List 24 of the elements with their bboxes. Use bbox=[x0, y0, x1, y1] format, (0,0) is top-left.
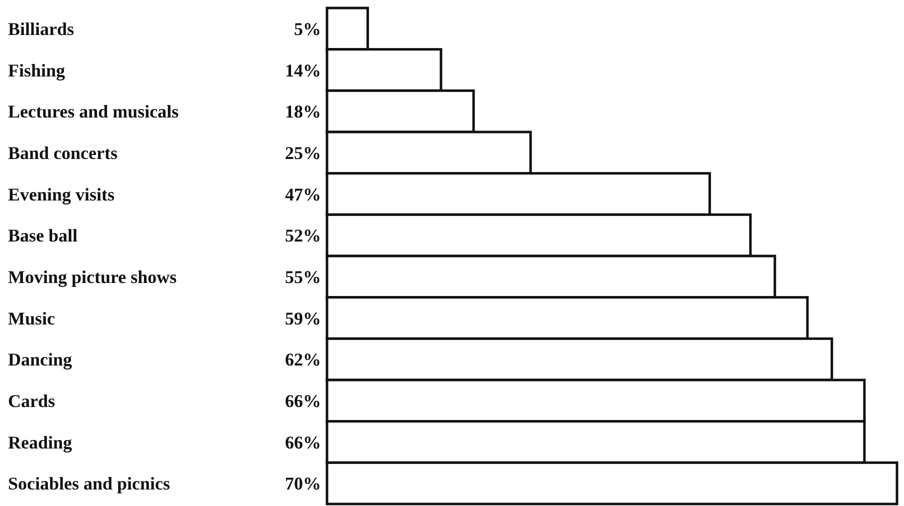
data-label: 52% bbox=[285, 226, 321, 246]
data-label: 14% bbox=[285, 60, 321, 80]
data-label: 70% bbox=[285, 474, 321, 494]
data-label: 66% bbox=[285, 432, 321, 452]
data-label: 18% bbox=[285, 102, 321, 122]
y-tick-label: Lectures and musicals bbox=[8, 102, 179, 122]
y-tick-label: Billiards bbox=[8, 18, 74, 39]
y-tick-label: Dancing bbox=[8, 350, 72, 370]
data-label: 66% bbox=[285, 390, 321, 411]
y-tick-label: Base ball bbox=[8, 226, 78, 246]
y-tick-label: Moving picture shows bbox=[8, 266, 177, 287]
y-tick-label: Fishing bbox=[8, 60, 66, 80]
data-label: 55% bbox=[285, 266, 321, 287]
y-tick-label: Music bbox=[8, 308, 56, 328]
y-tick-label: Sociables and picnics bbox=[8, 474, 170, 494]
y-tick-label: Reading bbox=[8, 432, 72, 452]
data-label: 59% bbox=[285, 308, 321, 328]
data-label: 62% bbox=[285, 350, 321, 370]
data-label: 47% bbox=[285, 184, 321, 204]
y-tick-label: Band concerts bbox=[8, 142, 118, 163]
y-tick-label: Evening visits bbox=[8, 184, 115, 204]
data-label: 25% bbox=[285, 142, 321, 163]
data-label: 5% bbox=[294, 18, 321, 39]
y-tick-label: Cards bbox=[8, 390, 56, 411]
